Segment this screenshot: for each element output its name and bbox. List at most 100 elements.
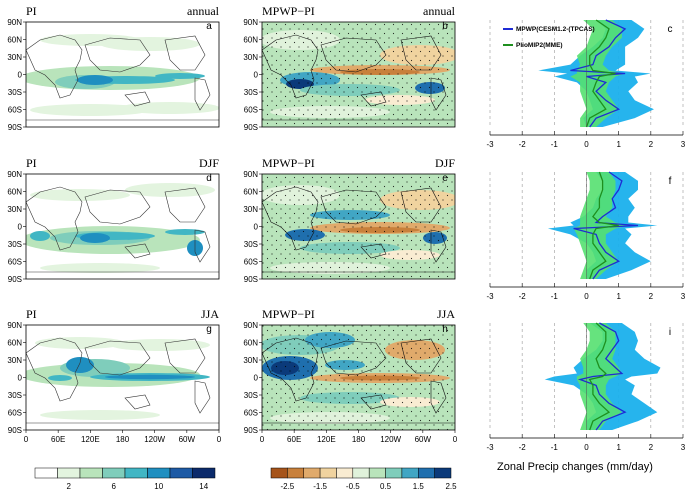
- lon-tick-label: 120E: [317, 435, 336, 444]
- panel-letter: g: [206, 324, 212, 335]
- lat-tick-label: 60N: [243, 339, 258, 348]
- lat-tick-label: 60N: [7, 36, 22, 45]
- map-b-title: MPWP−PI: [262, 156, 315, 170]
- map-b-title: MPWP−PI: [262, 4, 315, 18]
- zonal-precip-panels: -3 -2 -1 0 1 2 3 c -3 -2 -1 0 1 2 3 f -3 -2 -1 0 1 2 3 i: [486, 19, 685, 452]
- colorbar-label: -2.5: [280, 482, 294, 491]
- colorbar-cell: [169, 467, 193, 479]
- pliomip-range-band: [576, 323, 622, 430]
- mpwp-line: [573, 171, 639, 280]
- precip-field: [26, 34, 219, 116]
- x-tick-label: -2: [519, 292, 527, 301]
- panel-letter: a: [206, 21, 212, 32]
- lon-tick-label: 0: [453, 435, 458, 444]
- panel-letter: h: [442, 324, 448, 335]
- pliomip-line: [588, 322, 611, 431]
- lat-tick-label: 90N: [7, 321, 22, 330]
- lat-tick-label: 90S: [8, 275, 22, 284]
- x-tick-label: -3: [486, 443, 494, 452]
- lon-tick-label: 60E: [51, 435, 65, 444]
- panel-letter: f: [669, 176, 672, 187]
- lat-tick-label: 30N: [243, 53, 258, 62]
- colorbar-label: 6: [112, 482, 117, 491]
- lon-tick-label: 0: [217, 435, 222, 444]
- coastlines: [261, 34, 455, 121]
- x-tick-label: -1: [551, 292, 559, 301]
- colorbar-pi: 2 6 10 14: [34, 467, 216, 491]
- lat-tick-label: 60N: [7, 188, 22, 197]
- lat-tick-label: 90N: [243, 18, 258, 27]
- map-pi-djf: PI DJF d: [25, 156, 220, 280]
- colorbar-cell: [368, 467, 386, 479]
- lat-tick-label: 0: [18, 223, 23, 232]
- colorbar-label: -0.5: [346, 482, 360, 491]
- significance-stippling: [262, 174, 455, 279]
- lat-tick-label: 90S: [244, 123, 258, 132]
- lat-tick-label: 90S: [244, 426, 258, 435]
- zonal-panel-annual: -3 -2 -1 0 1 2 3 c: [486, 19, 685, 149]
- x-tick-label: 0: [584, 292, 589, 301]
- map-pi-jja: PI JJA g: [25, 307, 220, 431]
- lon-tick-label: 60W: [415, 435, 432, 444]
- lat-tick-label: 30S: [244, 240, 258, 249]
- lon-tick-label: 120E: [81, 435, 100, 444]
- significance-stippling: [262, 22, 455, 127]
- precip-field: [26, 337, 210, 420]
- legend-label-mpwp: MPWP(CESM1.2-(TPCAS): [516, 26, 595, 33]
- colorbar-cell: [57, 467, 81, 479]
- lat-tick-label: 60S: [8, 409, 22, 418]
- coastlines: [261, 186, 455, 273]
- colorbar-cell: [434, 467, 452, 479]
- map-b-title: MPWP−PI: [262, 307, 315, 321]
- map-b-season: annual: [423, 4, 456, 18]
- colorbar-cell: [401, 467, 419, 479]
- lat-tick-label: 90S: [244, 275, 258, 284]
- map-a-title: PI: [26, 156, 37, 170]
- lat-tick-label: 30N: [243, 205, 258, 214]
- coastlines: [25, 34, 219, 121]
- panel-letter: d: [206, 173, 212, 184]
- lon-tick-label: 120W: [380, 435, 401, 444]
- lon-tick-label: 0: [260, 435, 265, 444]
- colorbar-label: 2: [67, 482, 72, 491]
- colorbar-cell: [124, 467, 148, 479]
- zonal-panel-JJA: -3 -2 -1 0 1 2 3 i: [486, 322, 685, 452]
- zonal-panel-DJF: -3 -2 -1 0 1 2 3 f: [486, 171, 685, 301]
- lat-tick-label: 90N: [7, 18, 22, 27]
- x-tick-label: -2: [519, 443, 527, 452]
- x-tick-label: 0: [584, 443, 589, 452]
- x-tick-label: 3: [681, 443, 685, 452]
- map-b-season: JJA: [437, 307, 455, 321]
- lat-tick-label: 90N: [243, 321, 258, 330]
- x-tick-label: 1: [616, 443, 621, 452]
- lat-tick-label: 60S: [8, 106, 22, 115]
- panel-letter: i: [669, 327, 671, 338]
- lon-tick-label: 0: [24, 435, 29, 444]
- pliomip-range-band: [573, 172, 629, 279]
- map-a-season: DJF: [199, 156, 219, 170]
- coastlines: [25, 186, 219, 273]
- map-mpwp-pi-annual: MPWP−PI annual b: [261, 4, 456, 128]
- lat-tick-label: 90S: [8, 426, 22, 435]
- lon-tick-label: 120W: [144, 435, 165, 444]
- x-tick-label: 1: [616, 140, 621, 149]
- x-tick-label: 3: [681, 292, 685, 301]
- lat-tick-label: 0: [18, 374, 23, 383]
- significance-stippling: [262, 325, 455, 430]
- x-tick-label: 2: [649, 443, 654, 452]
- colorbar-cell: [287, 467, 304, 479]
- lon-tick-label: 180: [352, 435, 366, 444]
- lat-tick-label: 0: [254, 374, 259, 383]
- lat-tick-label: 30S: [244, 391, 258, 400]
- panel-letter: c: [668, 24, 673, 35]
- lon-tick-label: 60E: [287, 435, 301, 444]
- x-tick-label: -1: [551, 140, 559, 149]
- lat-tick-label: 60S: [244, 409, 258, 418]
- lat-tick-label: 30S: [8, 240, 22, 249]
- legend-label-pliomip: PlioMIP2(MME): [516, 42, 563, 49]
- colorbar-cell: [385, 467, 403, 479]
- pliomip-line: [589, 171, 619, 280]
- colorbar-label: 10: [154, 482, 163, 491]
- legend: MPWP(CESM1.2-(TPCAS) PlioMIP2(MME): [503, 26, 595, 49]
- map-pi-annual: PI annual a: [25, 4, 220, 128]
